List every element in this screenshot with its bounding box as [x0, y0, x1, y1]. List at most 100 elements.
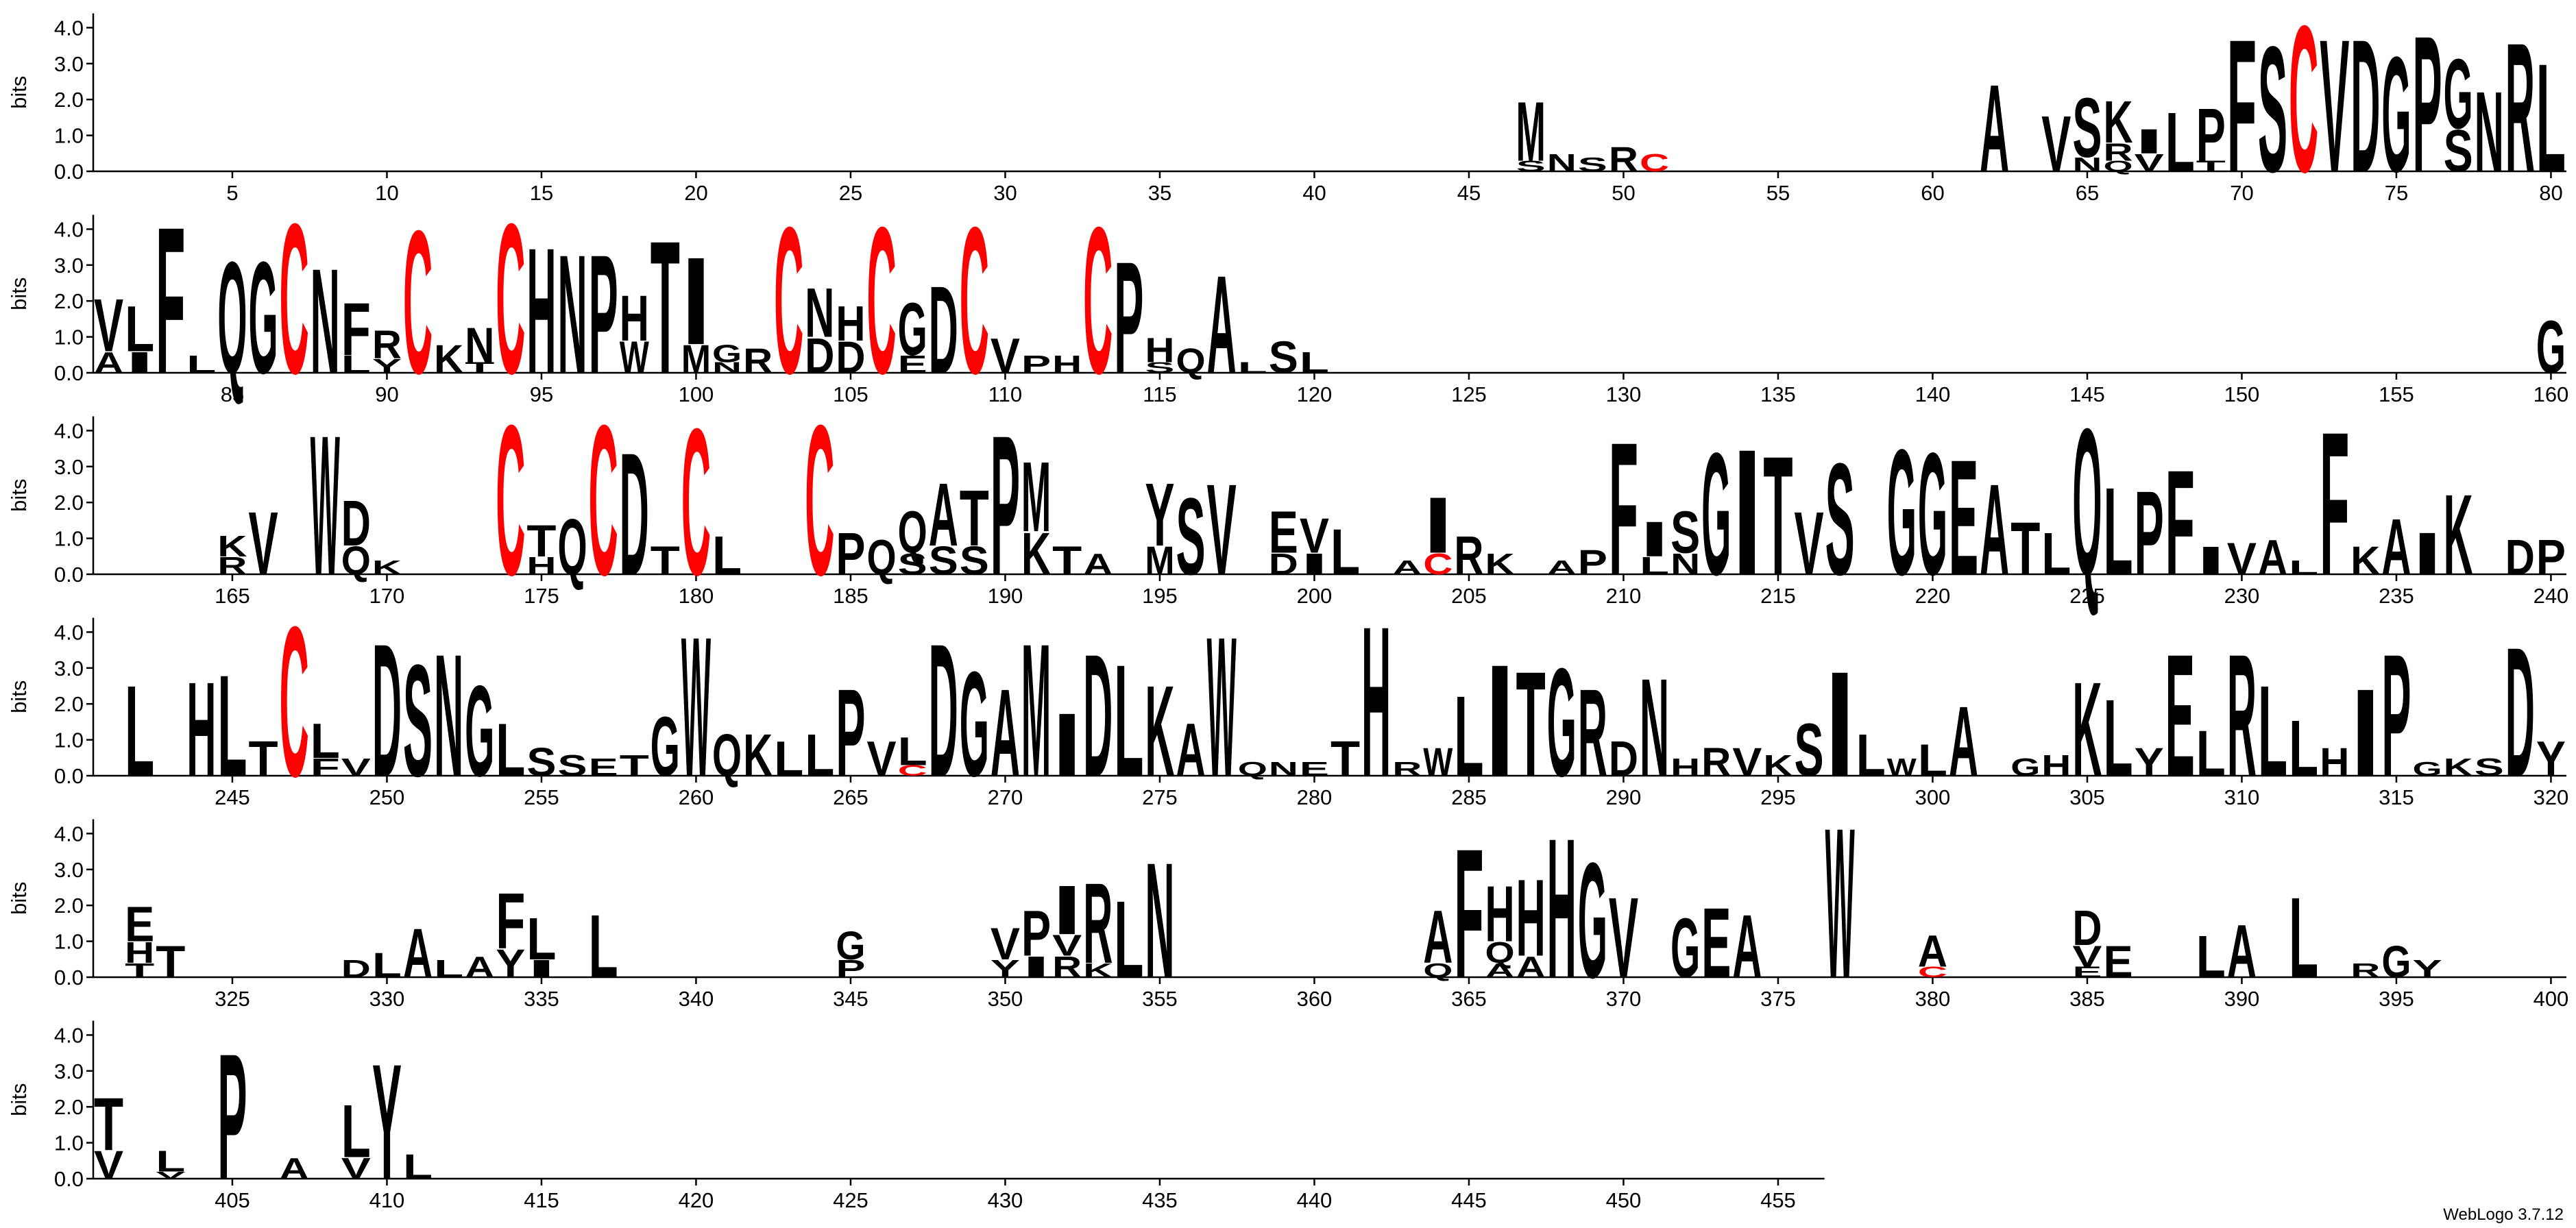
- logo-letter: S: [1516, 158, 1546, 174]
- letter-stack-cell: L: [898, 729, 927, 774]
- letter-stack-cell: P: [1114, 228, 1143, 406]
- logo-letter: L: [2289, 556, 2318, 579]
- letter-stack-cell: S: [929, 539, 958, 583]
- logo-letter: G: [2536, 306, 2566, 389]
- letter-stack-cell: R: [743, 341, 773, 380]
- letter-stack-cell: D: [372, 605, 402, 817]
- letter-stack-cell: P: [836, 955, 865, 983]
- logo-letter: T: [960, 474, 989, 563]
- logo-letter: I: [1021, 950, 1051, 984]
- letter-stack-cell: F: [311, 753, 340, 781]
- letter-stack-cell: T: [1763, 421, 1793, 611]
- letter-stack-cell: Q: [1238, 758, 1267, 781]
- letter-stack-cell: D: [836, 332, 865, 382]
- x-tick-label: 260: [679, 785, 714, 809]
- x-tick-label: 85: [221, 382, 244, 406]
- letter-stack-cell: L: [1454, 672, 1483, 800]
- x-tick-label: 365: [1451, 987, 1487, 1011]
- logo-letter: K: [1763, 749, 1793, 783]
- logo-letter: H: [1052, 350, 1082, 378]
- logo-letter: F: [156, 184, 185, 417]
- logo-letter: S: [526, 740, 556, 785]
- logo-letter: T: [465, 359, 494, 376]
- letter-stack-cell: A: [2258, 529, 2287, 585]
- x-tick-label: 40: [1302, 181, 1326, 205]
- logo-letter: L: [774, 730, 803, 787]
- letter-stack-cell: S: [526, 740, 556, 785]
- letter-stack-cell: A: [991, 663, 1020, 802]
- credit: WebLogo 3.7.12: [2443, 1205, 2564, 1224]
- letter-stack-cell: G: [2381, 22, 2411, 206]
- letter-stack-cell: V: [94, 284, 123, 368]
- logo-letter: H: [186, 655, 216, 805]
- logo-letter: L: [2196, 923, 2226, 990]
- y-tick-label: 0.0: [54, 1167, 84, 1191]
- logo-letter: Q: [712, 722, 742, 789]
- x-tick-label: 115: [1143, 382, 1176, 406]
- letter-stack-cell: D: [341, 955, 371, 983]
- x-tick-label: 160: [2534, 382, 2569, 406]
- letter-stack-cell: G: [2444, 39, 2473, 150]
- letter-stack-cell: D: [1609, 730, 1638, 787]
- logo-letter: H: [2041, 749, 2071, 783]
- letter-stack-cell: L: [186, 350, 216, 378]
- logo-letter: Y: [2413, 955, 2442, 983]
- logo-letter: Y: [372, 1029, 402, 1214]
- logo-letter: Y: [2536, 730, 2566, 787]
- logo-letter: M: [1516, 84, 1546, 179]
- letter-stack-cell: E: [2072, 963, 2102, 980]
- x-tick-label: 250: [369, 785, 405, 809]
- letter-stack-cell: P: [589, 219, 618, 409]
- x-tick-label: 235: [2379, 584, 2414, 608]
- logo-letter: I: [526, 955, 556, 983]
- letter-stack-cell: S: [960, 539, 989, 583]
- logo-letter: L: [2165, 95, 2195, 190]
- logo-letter: R: [1701, 740, 1731, 785]
- logo-letter: T: [1330, 730, 1360, 787]
- letter-stack-cell: T: [651, 202, 680, 414]
- logo-letter: L: [125, 293, 154, 365]
- letter-stack-cell: G: [1547, 636, 1577, 809]
- x-tick-label: 150: [2224, 382, 2260, 406]
- logo-letter: G: [2413, 758, 2442, 781]
- logo-letter: S: [1578, 154, 1607, 176]
- logo-letter: A: [280, 1152, 309, 1186]
- letter-stack-cell: M: [1145, 539, 1174, 583]
- letter-stack-cell: K: [1145, 659, 1174, 804]
- logo-letter: N: [311, 237, 340, 404]
- x-tick-label: 360: [1297, 987, 1333, 1011]
- letter-stack-cell: G: [1887, 412, 1917, 613]
- x-tick-label: 155: [2379, 382, 2414, 406]
- logo-letter: L: [341, 350, 371, 378]
- letter-stack-cell: T: [620, 749, 649, 783]
- letter-stack-cell: A: [1949, 686, 1978, 797]
- letter-stack-cell: W: [620, 332, 649, 382]
- letter-stack-cell: P: [2536, 529, 2566, 585]
- letter-stack-cell: V: [991, 328, 1020, 384]
- x-tick-label: 225: [2069, 584, 2105, 608]
- letter-stack-cell: L: [156, 1144, 185, 1178]
- letter-stack-cell: N: [1547, 149, 1577, 177]
- logo-letter: W: [1825, 784, 1855, 1023]
- letter-stack-cell: G: [1701, 417, 1731, 612]
- letter-stack-cell: L: [2196, 923, 2226, 990]
- logo-letter: P: [836, 955, 865, 983]
- logo-letter: R: [1578, 663, 1607, 802]
- letter-stack-cell: H: [1516, 857, 1546, 980]
- letter-stack-cell: M: [1516, 84, 1546, 179]
- logo-letter: C: [1640, 149, 1669, 177]
- x-tick-label: 15: [530, 181, 553, 205]
- letter-stack-cell: L: [2289, 556, 2318, 579]
- y-tick-label: 3.0: [54, 52, 84, 76]
- letter-stack-cell: T: [1516, 640, 1546, 807]
- logo-letter: V: [1795, 493, 1824, 593]
- logo-letter: C: [960, 184, 989, 417]
- letter-stack-cell: W: [311, 395, 340, 617]
- letter-stack-cell: V: [1795, 493, 1824, 593]
- letter-stack-cell: M: [1021, 442, 1051, 553]
- y-tick-label: 4.0: [54, 822, 84, 846]
- x-tick-label: 435: [1142, 1188, 1178, 1212]
- logo-letter: D: [620, 417, 649, 612]
- logo-letter: T: [620, 749, 649, 783]
- letter-stack-cell: Q: [1485, 936, 1515, 970]
